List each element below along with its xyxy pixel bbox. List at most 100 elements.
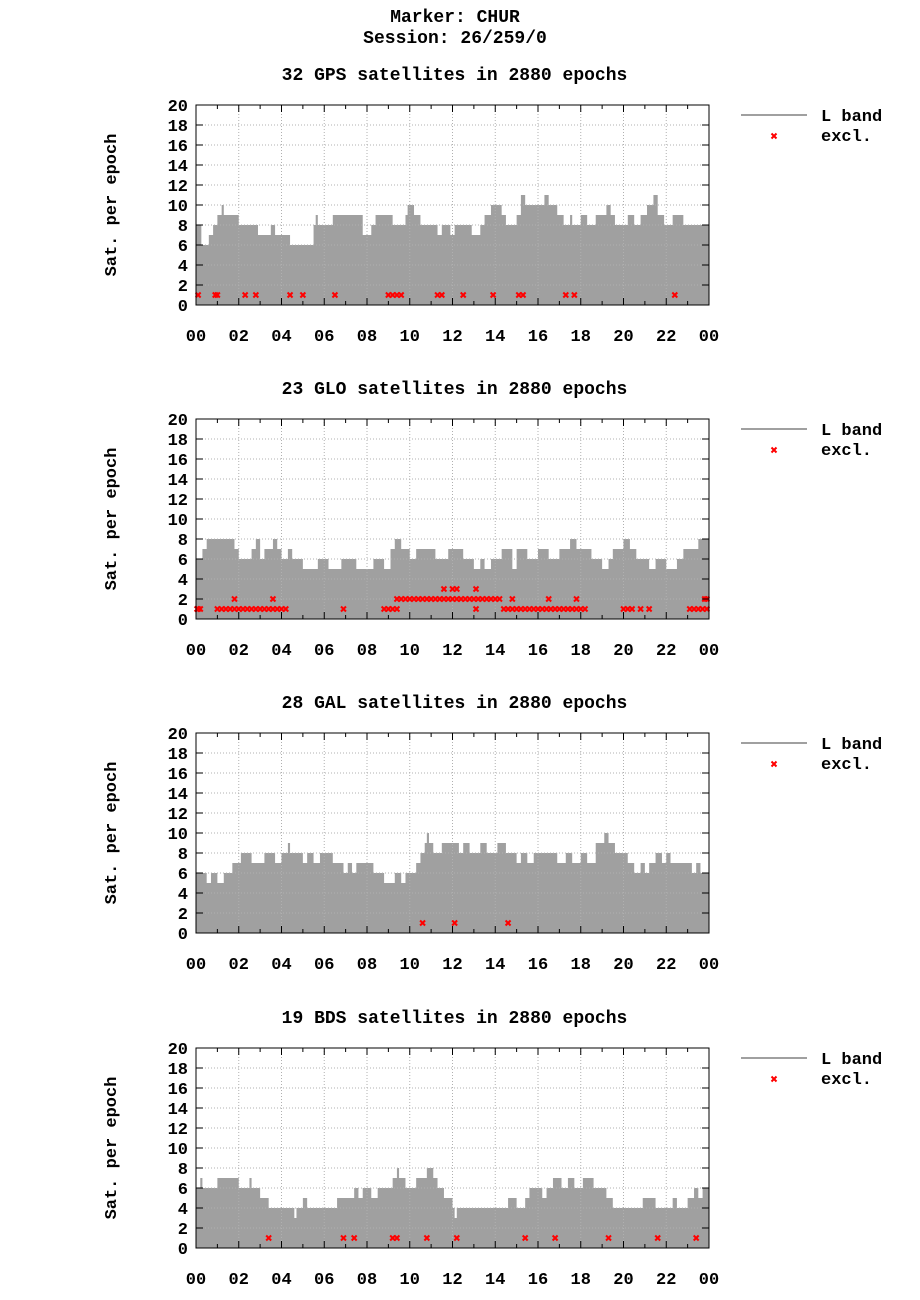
y-tick-label: 8 [178, 532, 188, 551]
legend-l-band-label: L band [821, 108, 882, 127]
x-tick-label: 20 [613, 642, 633, 661]
excl-marker [286, 291, 294, 299]
y-tick-label: 12 [168, 492, 188, 511]
legend-excl-label: excl. [821, 1071, 872, 1090]
excl-marker [393, 605, 401, 613]
x-tick-label: 00 [699, 328, 719, 347]
x-tick-label: 00 [699, 642, 719, 661]
legend-l-band-label: L band [821, 422, 882, 441]
x-tick-label: 00 [186, 328, 206, 347]
x-tick-label: 14 [485, 328, 505, 347]
excl-marker [581, 605, 589, 613]
ticks [195, 1047, 710, 1249]
legend-excl-swatch [770, 132, 778, 140]
x-tick-label: 22 [656, 642, 676, 661]
y-tick-label: 0 [178, 926, 188, 945]
x-tick-label: 02 [229, 642, 249, 661]
excl-marker [282, 605, 289, 613]
x-tick-label: 14 [485, 956, 505, 975]
legend-excl-label: excl. [821, 442, 872, 461]
excl-marker [519, 291, 527, 299]
x-tick-label: 18 [571, 328, 591, 347]
y-tick-label: 4 [178, 572, 188, 591]
excl-marker [331, 291, 339, 299]
y-tick-label: 2 [178, 592, 188, 611]
excl-marker [438, 291, 446, 299]
excl-marker [252, 291, 260, 299]
session-title: Session: 26/259/0 [363, 29, 547, 49]
x-tick-label: 08 [357, 642, 377, 661]
y-tick-label: 8 [178, 218, 188, 237]
ticks [195, 732, 710, 934]
legend-excl-label: excl. [821, 756, 872, 775]
excl-marker [340, 1234, 347, 1242]
x-tick-label: 18 [571, 642, 591, 661]
excl-marker [562, 291, 569, 299]
y-tick-label: 20 [168, 412, 188, 431]
legend-l-band-label: L band [821, 736, 882, 755]
y-axis-label: Sat. per epoch [103, 448, 122, 591]
y-tick-label: 14 [168, 158, 188, 177]
x-tick-label: 06 [314, 956, 334, 975]
x-tick-label: 16 [528, 1271, 548, 1290]
ticks [195, 104, 710, 306]
y-tick-label: 18 [168, 432, 188, 451]
y-tick-label: 16 [168, 138, 188, 157]
x-tick-label: 00 [699, 1271, 719, 1290]
legend-excl-swatch [770, 446, 778, 454]
x-tick-label: 22 [656, 328, 676, 347]
x-tick-label: 16 [528, 642, 548, 661]
y-tick-label: 2 [178, 278, 188, 297]
excl-marker [419, 919, 426, 927]
y-tick-label: 12 [168, 178, 188, 197]
excl-marker [645, 605, 653, 613]
x-tick-label: 10 [400, 642, 420, 661]
excl-marker [605, 1234, 612, 1242]
excl-marker [459, 291, 467, 299]
x-tick-label: 02 [229, 956, 249, 975]
legend-l-band-label: L band [821, 1051, 882, 1070]
x-tick-label: 02 [229, 1271, 249, 1290]
grid [195, 1047, 710, 1249]
y-tick-label: 20 [168, 98, 188, 117]
y-tick-label: 6 [178, 552, 188, 571]
excl-marker [265, 1234, 272, 1242]
x-tick-label: 12 [442, 1271, 462, 1290]
y-tick-label: 18 [168, 746, 188, 765]
excl-marker [654, 1234, 661, 1242]
chart-title: 28 GAL satellites in 2880 epochs [282, 694, 628, 714]
excl-marker [397, 291, 405, 299]
y-axis-label: Sat. per epoch [103, 1077, 122, 1220]
y-tick-label: 16 [168, 1081, 188, 1100]
y-tick-label: 2 [178, 1221, 188, 1240]
excl-marker [573, 595, 580, 603]
excl-marker [453, 1234, 460, 1242]
x-tick-label: 04 [271, 328, 291, 347]
y-tick-label: 18 [168, 1061, 188, 1080]
marker-title: Marker: CHUR [390, 8, 520, 28]
excl-marker [496, 595, 503, 603]
excl-marker [551, 1234, 559, 1242]
excl-marker [299, 291, 307, 299]
y-tick-label: 0 [178, 612, 188, 631]
legend-excl-swatch [770, 760, 778, 768]
x-tick-label: 04 [271, 642, 291, 661]
excl-marker [393, 1234, 401, 1242]
y-tick-label: 10 [168, 826, 188, 845]
x-tick-label: 06 [314, 328, 334, 347]
excl-marker [637, 605, 644, 613]
x-tick-label: 20 [613, 956, 633, 975]
excl-marker [509, 595, 516, 603]
x-tick-label: 08 [357, 956, 377, 975]
excl-marker [628, 605, 636, 613]
x-tick-label: 16 [528, 956, 548, 975]
x-tick-label: 04 [271, 956, 291, 975]
chart-title: 32 GPS satellites in 2880 epochs [282, 66, 628, 86]
x-tick-label: 04 [271, 1271, 291, 1290]
y-tick-label: 10 [168, 512, 188, 531]
